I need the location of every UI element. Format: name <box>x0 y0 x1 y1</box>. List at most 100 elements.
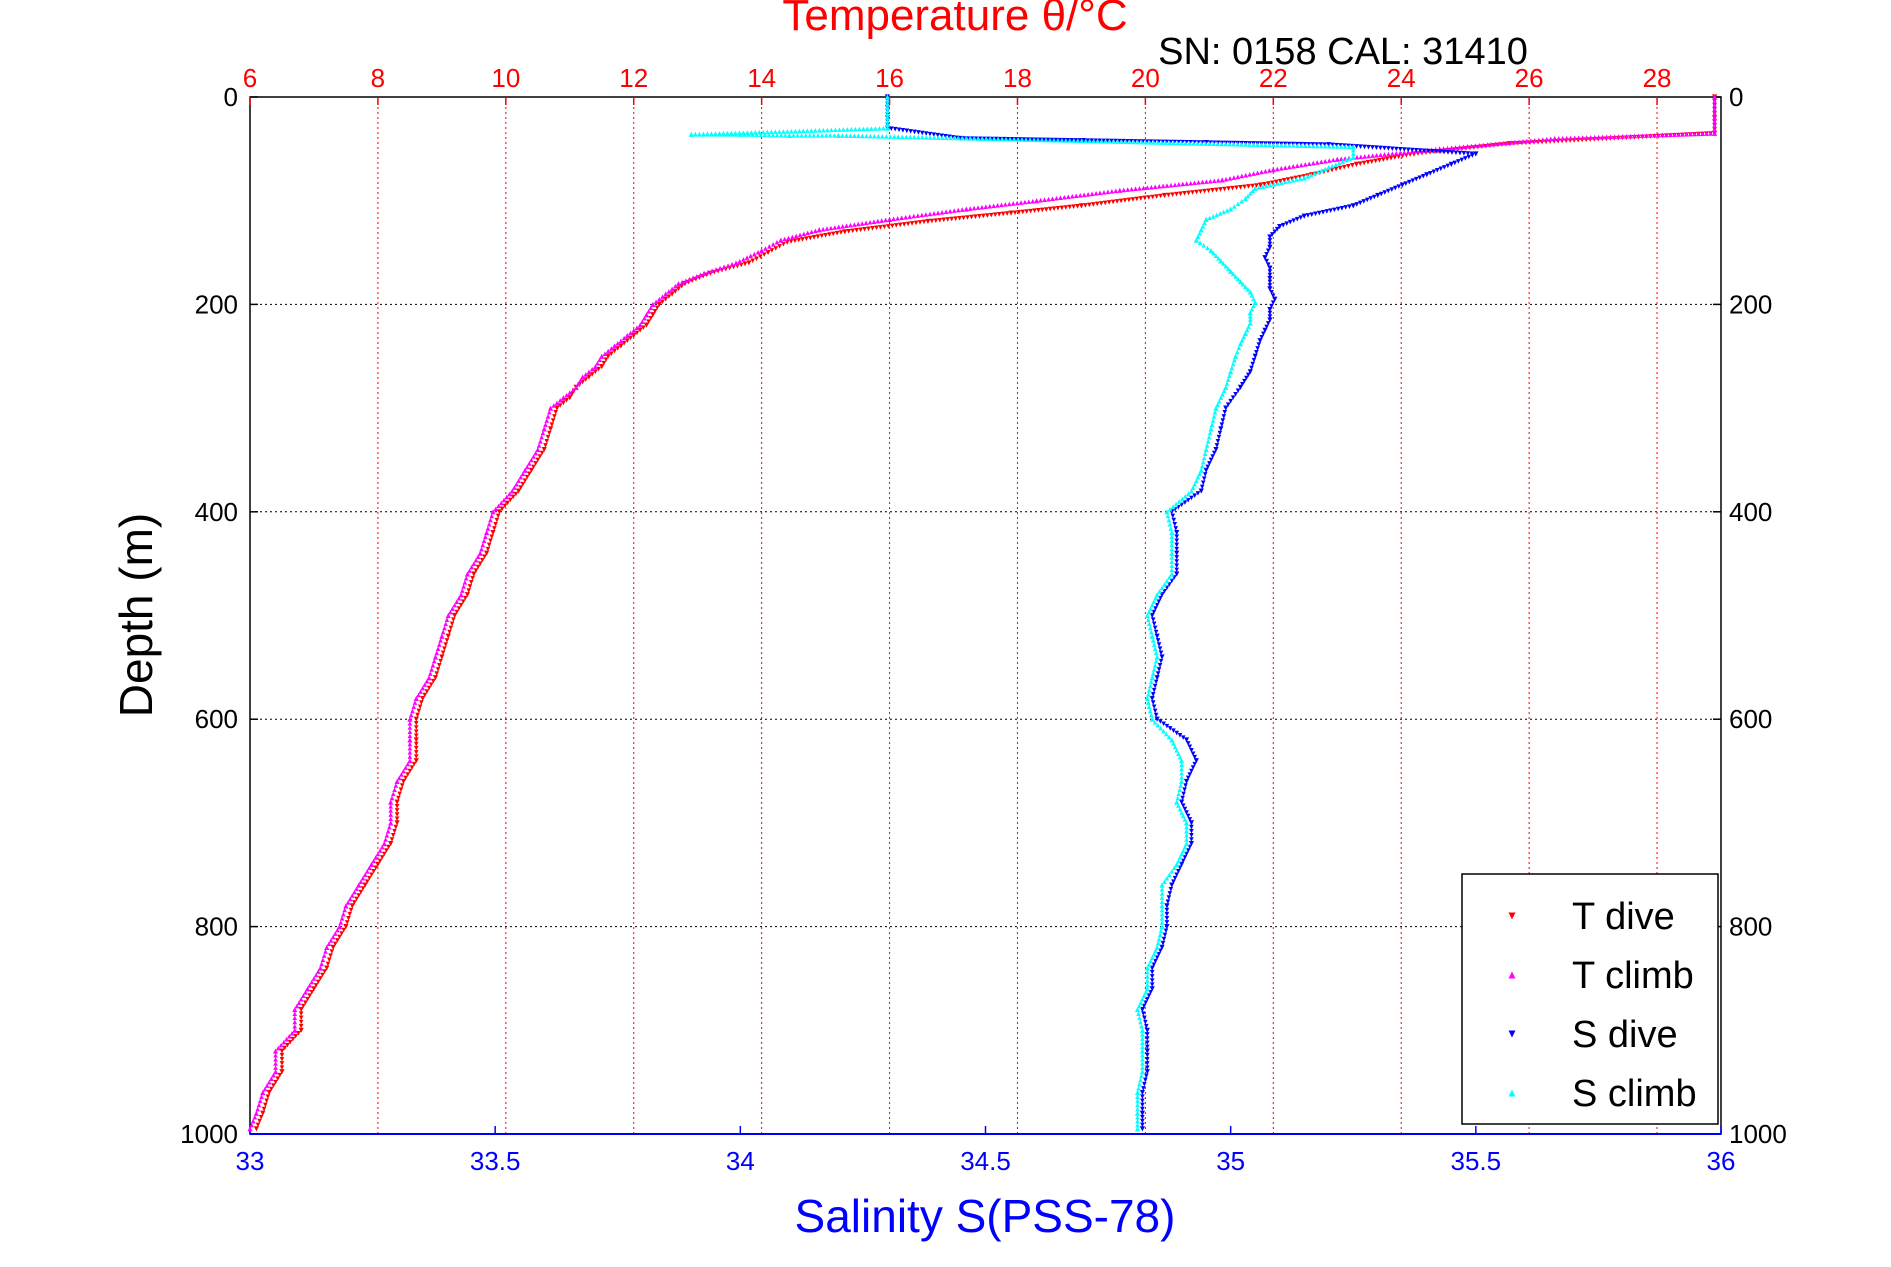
s-dive-trace-mark <box>1089 138 1094 143</box>
s-climb-trace-mark <box>697 132 702 137</box>
t-climb-trace-mark <box>379 844 385 850</box>
t-climb-trace-mark <box>1457 144 1462 150</box>
t-dive-trace-mark <box>909 221 915 226</box>
s-dive-point <box>1193 758 1199 764</box>
t-dive-trace-mark <box>377 858 383 864</box>
s-dive-trace-mark <box>1149 969 1155 975</box>
t-climb-trace-mark <box>385 828 391 834</box>
t-climb-trace-mark <box>1652 132 1657 138</box>
t-climb-trace-mark <box>1129 186 1134 192</box>
t-dive-point <box>842 229 848 235</box>
s-climb-point <box>1203 446 1209 453</box>
t-climb-trace-mark <box>1073 193 1079 199</box>
s-climb-trace-mark <box>1243 142 1248 147</box>
series-s-dive <box>884 94 1479 1132</box>
t-climb-trace-mark <box>424 678 430 684</box>
t-climb-trace-mark <box>1255 170 1260 176</box>
t-dive-trace-mark <box>1012 210 1018 216</box>
t-dive-trace-mark <box>298 1023 304 1029</box>
s-climb-trace-mark <box>793 128 798 134</box>
s-climb-trace-mark <box>1186 491 1191 496</box>
t-dive-trace-mark <box>1016 210 1022 215</box>
s-dive-trace-mark <box>1361 199 1367 204</box>
s-climb-trace-mark <box>1263 142 1268 148</box>
s-climb-trace-mark <box>1231 141 1236 147</box>
t-climb-point <box>733 260 739 266</box>
t-dive-trace-mark <box>434 671 440 676</box>
t-climb-trace-mark <box>1397 150 1403 156</box>
s-climb-point <box>1252 185 1258 191</box>
t-climb-trace-mark <box>486 521 492 527</box>
t-dive-trace-mark <box>413 725 419 730</box>
s-climb-trace-mark <box>1195 141 1200 146</box>
s-dive-trace-mark <box>1354 202 1360 207</box>
s-dive-trace-mark <box>1189 828 1194 834</box>
s-dive-trace-mark <box>1330 142 1336 148</box>
t-climb-trace-mark <box>319 961 324 967</box>
t-dive-trace-mark <box>1150 194 1156 200</box>
s-climb-trace-mark <box>1146 609 1152 615</box>
s-dive-trace-mark <box>1140 1114 1145 1120</box>
s-dive-point <box>1267 265 1273 271</box>
s-climb-trace-mark <box>1279 142 1284 148</box>
s-dive-trace-mark <box>1093 138 1098 144</box>
t-dive-trace-mark <box>300 1003 306 1009</box>
s-climb-point <box>1247 320 1253 326</box>
t-climb-point <box>637 322 643 328</box>
s-climb-trace-mark <box>1247 142 1252 147</box>
t-dive-trace-mark <box>969 214 974 220</box>
t-climb-trace-mark <box>1330 157 1336 163</box>
t-dive-trace-mark <box>1254 183 1259 188</box>
t-dive-trace-mark <box>454 609 460 615</box>
t-climb-trace-mark <box>1322 158 1328 164</box>
s-climb-trace-mark <box>1147 625 1153 631</box>
t-dive-trace-mark <box>823 232 828 238</box>
s-climb-trace-mark <box>729 132 735 137</box>
t-climb-trace-mark <box>259 1094 264 1099</box>
s-dive-trace-mark <box>1077 138 1082 143</box>
s-climb-trace-mark <box>1350 151 1356 156</box>
s-climb-trace-mark <box>1200 223 1206 229</box>
t-climb-trace-mark <box>407 741 413 747</box>
t-climb-trace-mark <box>1290 164 1296 169</box>
t-dive-trace-mark <box>499 506 505 512</box>
s-climb-trace-mark <box>1338 144 1344 149</box>
t-climb-point <box>1117 187 1123 193</box>
t-dive-trace-mark <box>1273 179 1279 185</box>
s-dive-point <box>1164 924 1170 930</box>
s-climb-trace-mark <box>1147 139 1153 145</box>
s-dive-point <box>1272 296 1278 302</box>
t-climb-trace-mark <box>1660 132 1665 138</box>
t-climb-trace-mark <box>1054 195 1059 201</box>
s-climb-trace-mark <box>1164 875 1170 881</box>
s-climb-trace-mark <box>1159 920 1165 925</box>
s-dive-trace-mark <box>1176 868 1181 874</box>
temperature-tick-label: 26 <box>1515 63 1544 93</box>
s-climb-trace-mark <box>1152 646 1158 651</box>
t-climb-trace-mark <box>269 1076 274 1081</box>
t-dive-trace-mark <box>544 438 550 444</box>
s-dive-point <box>1267 317 1273 323</box>
s-climb-trace-mark <box>750 132 755 137</box>
s-dive-trace-mark <box>1183 783 1188 788</box>
s-climb-trace-mark <box>1233 274 1238 279</box>
t-climb-trace-mark <box>538 438 543 444</box>
t-dive-trace-mark <box>1289 176 1295 182</box>
t-dive-trace-mark <box>485 546 491 552</box>
t-climb-trace-mark <box>536 443 542 448</box>
s-climb-trace-mark <box>1311 143 1316 149</box>
s-dive-trace-mark <box>1152 625 1158 631</box>
s-climb-trace-mark <box>983 136 989 141</box>
s-climb-point <box>1159 924 1165 930</box>
s-climb-point <box>1169 571 1175 577</box>
t-dive-trace-mark <box>961 215 966 221</box>
s-climb-trace-mark <box>1140 1044 1145 1050</box>
s-climb-point <box>1193 237 1199 243</box>
t-climb-trace-mark <box>533 450 538 456</box>
s-dive-trace-mark <box>1470 153 1475 158</box>
s-dive-trace-mark <box>1317 210 1322 216</box>
s-dive-trace-mark <box>1168 139 1173 145</box>
s-dive-trace-mark <box>1449 150 1455 155</box>
t-dive-trace-mark <box>1238 185 1243 190</box>
